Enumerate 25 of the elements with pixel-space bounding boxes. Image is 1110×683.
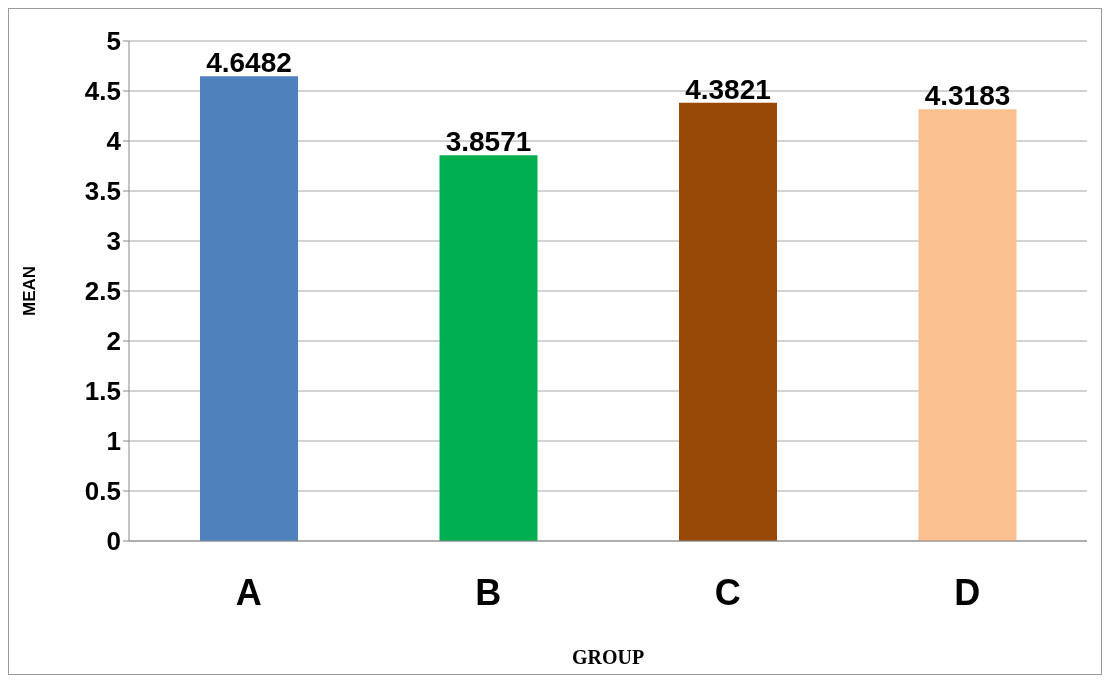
- bar: [679, 102, 777, 541]
- data-label: 3.8571: [445, 126, 532, 158]
- y-tick-label: 2: [106, 326, 121, 357]
- data-label: 4.6482: [206, 47, 292, 79]
- bar: [200, 76, 298, 541]
- x-tick-label: A: [235, 571, 262, 613]
- x-tick-label: C: [714, 571, 741, 613]
- data-label: 4.3183: [924, 80, 1011, 112]
- bar: [439, 155, 538, 541]
- y-tick-label: 5: [106, 26, 121, 57]
- y-tick-label: 0.5: [84, 476, 121, 507]
- y-tick-label: 3: [106, 226, 121, 257]
- y-tick-label: 2.5: [84, 276, 121, 307]
- x-tick-label: B: [475, 571, 502, 613]
- y-tick-label: 1.5: [84, 376, 121, 407]
- x-tick-label: D: [954, 571, 981, 613]
- y-axis-title: MEAN: [20, 265, 40, 317]
- y-tick-label: 4.5: [84, 76, 121, 107]
- bar: [918, 109, 1017, 541]
- y-tick-label: 1: [106, 426, 121, 457]
- y-tick-label: 4: [106, 126, 122, 157]
- y-tick-label: 0: [106, 526, 121, 557]
- x-axis-title: GROUP: [571, 646, 645, 668]
- y-tick-label: 3.5: [84, 176, 121, 207]
- data-label: 4.3821: [685, 73, 771, 105]
